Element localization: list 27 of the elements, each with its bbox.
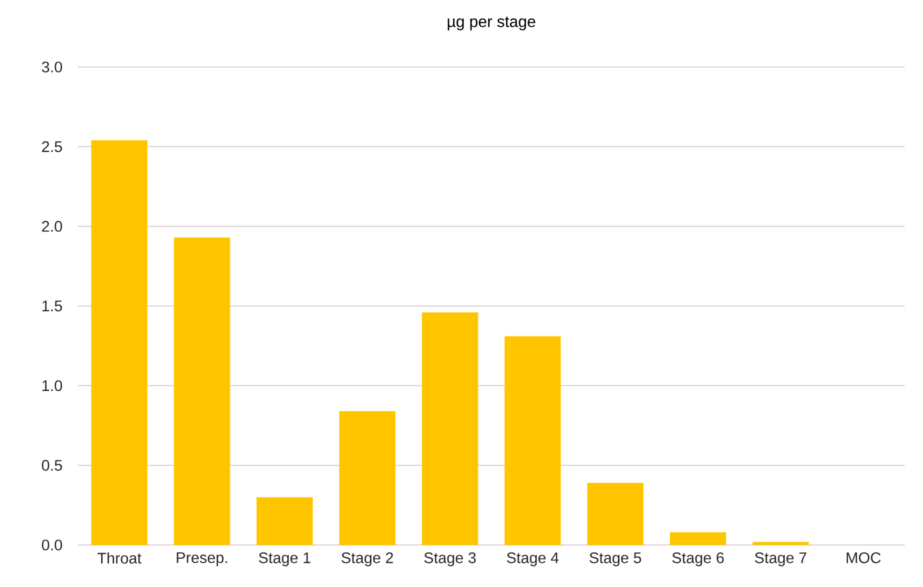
- x-tick-label: Stage 6: [672, 552, 724, 566]
- x-tick-label: Stage 4: [506, 552, 559, 566]
- x-tick-label: Stage 3: [424, 552, 476, 566]
- x-tick-label: Presep.: [176, 552, 228, 566]
- y-tick-label: 2.0: [42, 220, 62, 232]
- bar: [670, 532, 726, 545]
- y-tick-label: 2.5: [42, 141, 62, 152]
- bar: [91, 140, 148, 545]
- x-tick-label: Throat: [98, 552, 142, 564]
- bar: [256, 497, 313, 545]
- y-tick-label: 1.0: [42, 380, 62, 392]
- bar: [422, 312, 478, 545]
- y-tick-label: 3.0: [42, 62, 62, 72]
- y-tick-label: 1.5: [42, 300, 62, 312]
- chart-title: µg per stage: [448, 16, 536, 30]
- y-tick-label: 0.5: [42, 460, 62, 471]
- x-tick-label: Stage 7: [754, 552, 806, 566]
- x-tick-label: Stage 2: [342, 552, 393, 566]
- bar: [587, 482, 644, 545]
- y-tick-label: 0.0: [42, 540, 62, 550]
- bar: [339, 411, 396, 545]
- x-tick-label: MOC: [846, 552, 881, 564]
- x-tick-label: Stage 5: [590, 552, 642, 566]
- bar: [752, 542, 809, 545]
- bar: [504, 336, 561, 545]
- x-tick-label: Stage 1: [258, 552, 310, 566]
- bar: [174, 237, 230, 545]
